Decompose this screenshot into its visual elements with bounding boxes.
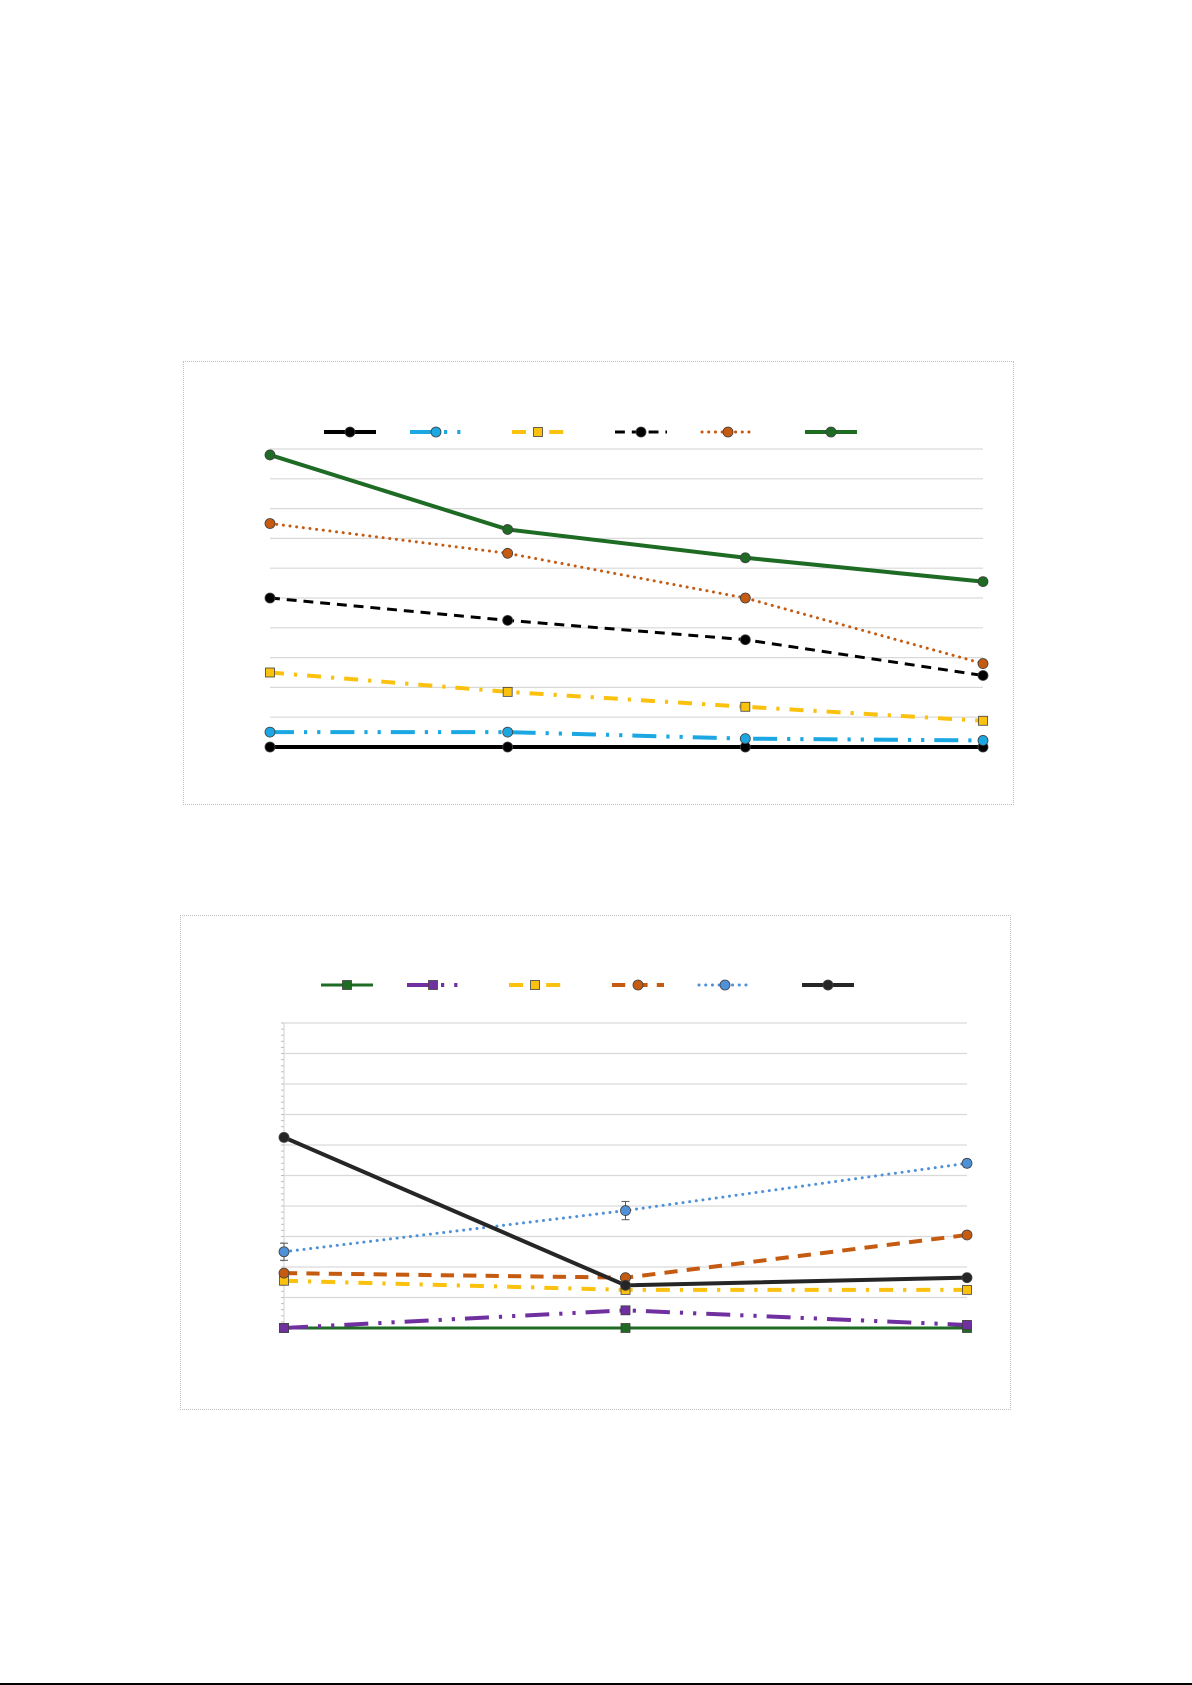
series-2-point — [962, 1320, 972, 1330]
series-4-line — [283, 1232, 968, 1280]
series-6-point — [961, 1272, 973, 1284]
series-3-point — [962, 1284, 972, 1295]
legend-swatch-marker — [428, 980, 438, 990]
legend-swatch-marker — [719, 979, 731, 991]
legend — [321, 979, 854, 991]
series-5-line — [268, 522, 985, 666]
series-1 — [264, 741, 989, 753]
series-2-point — [739, 733, 751, 745]
legend-swatch-marker — [430, 426, 442, 438]
series-4-line — [269, 596, 984, 677]
legend-swatch-marker — [632, 979, 644, 991]
legend-swatch-marker — [530, 980, 540, 990]
series-4 — [264, 592, 989, 681]
series-3-point — [265, 667, 275, 678]
series-6-point — [264, 449, 276, 461]
chart-2-svg — [278, 979, 973, 1333]
gridlines — [284, 1022, 967, 1329]
series-5-point — [278, 1246, 290, 1258]
series-2 — [279, 1305, 972, 1333]
legend-item-5 — [697, 979, 753, 991]
series-2 — [264, 726, 989, 746]
legend-swatch-marker — [342, 980, 352, 990]
series-3-point — [502, 686, 513, 697]
series-5-point — [739, 592, 751, 604]
legend-item-6 — [805, 426, 857, 438]
legend-item-4 — [615, 426, 667, 438]
series-6-point — [977, 576, 989, 588]
series-5-point — [264, 518, 276, 529]
chart-1-svg — [264, 426, 989, 753]
series-1-point — [502, 741, 514, 753]
series-6 — [264, 449, 989, 588]
series-6-point — [278, 1131, 290, 1143]
series-4-point — [961, 1229, 973, 1241]
series-1 — [279, 1323, 972, 1333]
series-4-point — [278, 1267, 290, 1279]
series-5-point — [977, 658, 989, 669]
series-5-point — [502, 547, 514, 559]
series-2-point — [620, 1305, 631, 1316]
series-3 — [265, 667, 988, 726]
series-4-point — [739, 634, 751, 646]
page-bottom-rule — [0, 1683, 1192, 1685]
series-5-line — [282, 1161, 969, 1254]
gridlines — [270, 448, 983, 748]
legend — [324, 426, 857, 438]
legend-item-1 — [321, 980, 373, 990]
series-4-point — [264, 592, 276, 604]
series-2-point — [502, 726, 514, 738]
series-6-point — [502, 524, 514, 535]
series-2-line — [270, 730, 984, 743]
legend-swatch-marker — [533, 427, 543, 437]
series-5-point — [961, 1157, 973, 1169]
legend-swatch-marker — [344, 426, 356, 438]
series-6-point — [620, 1279, 631, 1291]
line-chart-1 — [183, 361, 1014, 805]
series-2-point — [977, 735, 989, 746]
legend-item-5 — [700, 426, 756, 438]
series-5 — [278, 1157, 973, 1261]
series-2-point — [264, 726, 276, 738]
legend-swatch-marker — [635, 426, 647, 438]
series-5-point — [620, 1205, 631, 1216]
legend-item-4 — [612, 979, 664, 991]
series-4-point — [977, 670, 989, 681]
series-4-point — [502, 614, 514, 626]
series-1-point — [264, 741, 276, 753]
series-3-point — [740, 701, 751, 712]
line-chart-2 — [180, 915, 1011, 1410]
series-3-line — [269, 670, 984, 723]
series-6 — [278, 1131, 973, 1291]
legend-item-2 — [410, 426, 462, 438]
series-6-line — [269, 453, 984, 584]
series-1-point — [620, 1323, 631, 1333]
legend-item-6 — [802, 979, 854, 991]
series-4 — [278, 1229, 973, 1284]
series-6-point — [739, 552, 751, 564]
legend-swatch-marker — [825, 426, 837, 438]
legend-item-3 — [509, 980, 561, 990]
legend-item-1 — [324, 426, 376, 438]
series-5 — [264, 518, 989, 669]
series-3-point — [978, 715, 988, 726]
legend-swatch-marker — [822, 979, 834, 991]
series-2-point — [279, 1323, 289, 1333]
legend-item-2 — [407, 980, 459, 990]
legend-item-3 — [512, 427, 564, 437]
legend-swatch-marker — [722, 426, 734, 438]
